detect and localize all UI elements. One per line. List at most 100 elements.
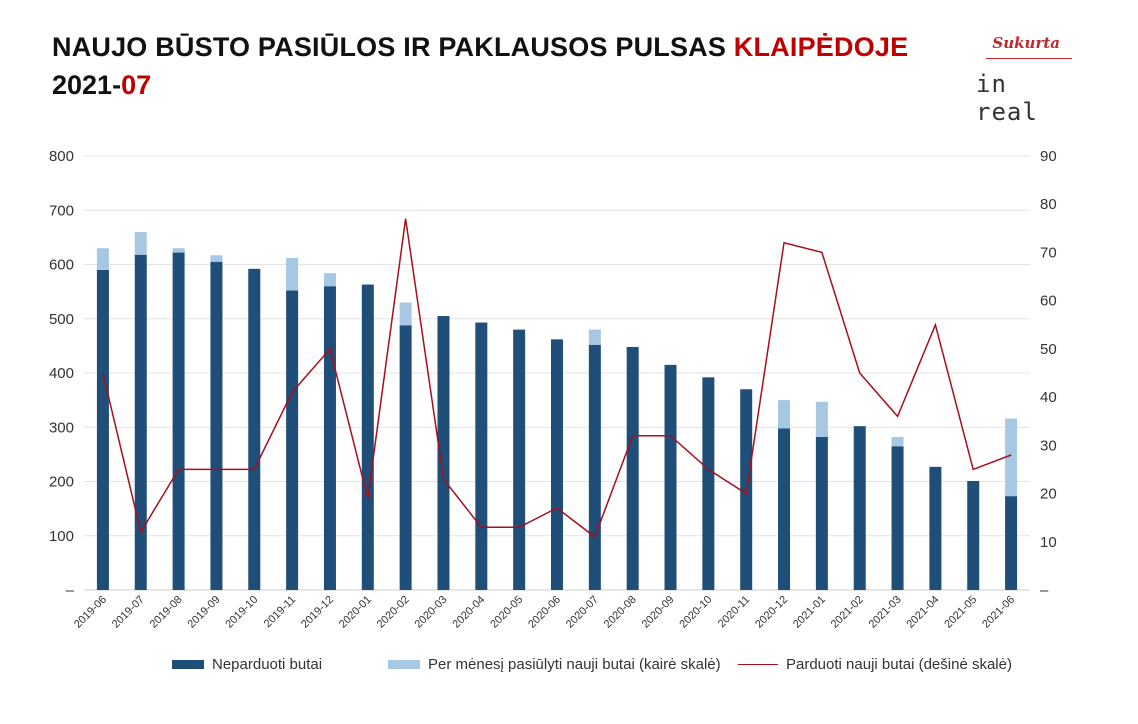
- x-tick-label: 2019-10: [223, 594, 260, 631]
- y-left-tick-label: 300: [49, 419, 74, 436]
- x-tick-label: 2021-05: [942, 594, 979, 631]
- bar-unsold: [702, 377, 715, 590]
- x-tick-label: 2021-03: [867, 594, 904, 631]
- x-tick-label: 2020-12: [753, 594, 790, 631]
- y-left-tick-label: 800: [49, 148, 74, 165]
- subtitle-year: 2021-: [52, 70, 122, 100]
- bar-unsold: [853, 426, 866, 590]
- bar-unsold: [361, 284, 374, 590]
- x-tick-label: 2020-04: [450, 594, 487, 631]
- bar-unsold: [626, 346, 639, 590]
- x-tick-label: 2020-10: [677, 594, 714, 631]
- bar-unsold: [286, 290, 299, 590]
- legend-swatch-unsold: [172, 660, 204, 669]
- subtitle-month: 07: [121, 70, 152, 100]
- legend-label-unsold: Neparduoti butai: [212, 656, 323, 673]
- x-tick-label: 2019-06: [72, 594, 109, 631]
- x-tick-label: 2020-11: [716, 594, 752, 630]
- x-tick-label: 2021-02: [829, 594, 866, 631]
- bar-unsold: [815, 437, 828, 590]
- y-left-tick-label: 500: [49, 311, 74, 328]
- y-left-tick-label: 200: [49, 474, 74, 491]
- bar-offered: [891, 437, 904, 447]
- bar-unsold: [437, 316, 450, 590]
- bar-offered: [134, 231, 147, 255]
- x-tick-label: 2020-06: [526, 594, 563, 631]
- y-left-tick-label: –: [66, 582, 75, 599]
- bar-unsold: [513, 329, 526, 590]
- page-subtitle: 2021-07: [52, 72, 151, 99]
- bar-unsold: [778, 428, 791, 590]
- legend-item-offered: Per mėnesį pasiūlyti nauji butai (kairė …: [388, 656, 721, 673]
- y-right-tick-label: 60: [1040, 293, 1057, 310]
- x-tick-label: 2020-05: [488, 594, 525, 631]
- bar-unsold: [891, 446, 904, 590]
- bar-unsold: [210, 261, 223, 590]
- x-tick-label: 2019-07: [110, 594, 147, 631]
- y-right-tick-label: 40: [1040, 389, 1057, 406]
- logo-brand: in real: [976, 70, 1038, 126]
- bar-unsold: [967, 480, 980, 590]
- y-right-tick-label: 20: [1040, 486, 1057, 503]
- x-tick-label: 2020-07: [564, 594, 601, 631]
- page-title: NAUJO BŪSTO PASIŪLOS IR PAKLAUSOS PULSAS…: [52, 34, 908, 61]
- legend-label-offered: Per mėnesį pasiūlyti nauji butai (kairė …: [428, 656, 721, 673]
- legend-swatch-sold: [738, 664, 778, 665]
- bar-offered: [286, 257, 299, 291]
- x-tick-label: 2021-04: [904, 594, 941, 631]
- bar-offered: [96, 248, 109, 270]
- x-tick-label: 2019-09: [186, 594, 223, 631]
- legend-item-unsold: Neparduoti butai: [172, 656, 322, 673]
- bar-offered: [210, 255, 223, 262]
- legend-swatch-offered: [388, 660, 420, 669]
- x-tick-label: 2021-01: [791, 594, 828, 631]
- bar-unsold: [551, 339, 563, 590]
- bar-unsold: [929, 466, 942, 590]
- bar-unsold: [172, 252, 185, 590]
- bar-unsold: [475, 322, 488, 590]
- bar-unsold: [588, 344, 601, 590]
- bar-offered: [815, 401, 828, 438]
- bar-offered: [1005, 418, 1018, 497]
- bar-unsold: [323, 286, 336, 590]
- y-left-tick-label: 100: [49, 528, 74, 545]
- y-right-tick-label: 10: [1040, 534, 1057, 551]
- y-left-tick-label: 600: [49, 257, 74, 274]
- x-tick-label: 2021-06: [980, 594, 1017, 631]
- x-tick-label: 2020-03: [413, 594, 450, 631]
- x-tick-label: 2020-08: [602, 594, 639, 631]
- bar-offered: [778, 400, 791, 429]
- x-tick-label: 2019-11: [262, 594, 298, 630]
- y-right-tick-label: 80: [1040, 196, 1057, 213]
- bar-offered: [588, 329, 601, 345]
- x-tick-label: 2020-01: [337, 594, 374, 631]
- bar-unsold: [96, 269, 109, 590]
- x-tick-label: 2019-12: [299, 594, 336, 631]
- legend-label-sold: Parduoti nauji butai (dešinė skalė): [786, 656, 1012, 673]
- x-tick-label: 2019-08: [148, 594, 185, 631]
- brand-logo: Sukurta in real: [966, 30, 1076, 126]
- y-left-tick-label: 400: [49, 365, 74, 382]
- y-right-tick-label: 70: [1040, 244, 1057, 261]
- x-tick-label: 2020-09: [640, 594, 677, 631]
- x-tick-label: 2020-02: [375, 594, 412, 631]
- legend-item-sold: Parduoti nauji butai (dešinė skalė): [738, 656, 1012, 673]
- title-main: NAUJO BŪSTO PASIŪLOS IR PAKLAUSOS PULSAS: [52, 32, 734, 62]
- title-city: KLAIPĖDOJE: [733, 32, 909, 62]
- bar-unsold: [664, 364, 677, 590]
- bar-unsold: [399, 325, 412, 590]
- series-line-sold: [102, 218, 1012, 539]
- logo-divider: [986, 58, 1072, 59]
- bar-unsold: [248, 268, 261, 590]
- bar-offered: [399, 302, 412, 326]
- bar-offered: [172, 248, 185, 253]
- y-left-tick-label: 700: [49, 202, 74, 219]
- y-right-tick-label: 30: [1040, 437, 1057, 454]
- bar-offered: [323, 273, 336, 287]
- bar-unsold: [134, 254, 147, 591]
- bar-unsold: [1005, 496, 1018, 590]
- y-right-tick-label: 50: [1040, 341, 1057, 358]
- y-right-tick-label: 90: [1040, 148, 1057, 165]
- y-right-tick-label: –: [1040, 582, 1049, 599]
